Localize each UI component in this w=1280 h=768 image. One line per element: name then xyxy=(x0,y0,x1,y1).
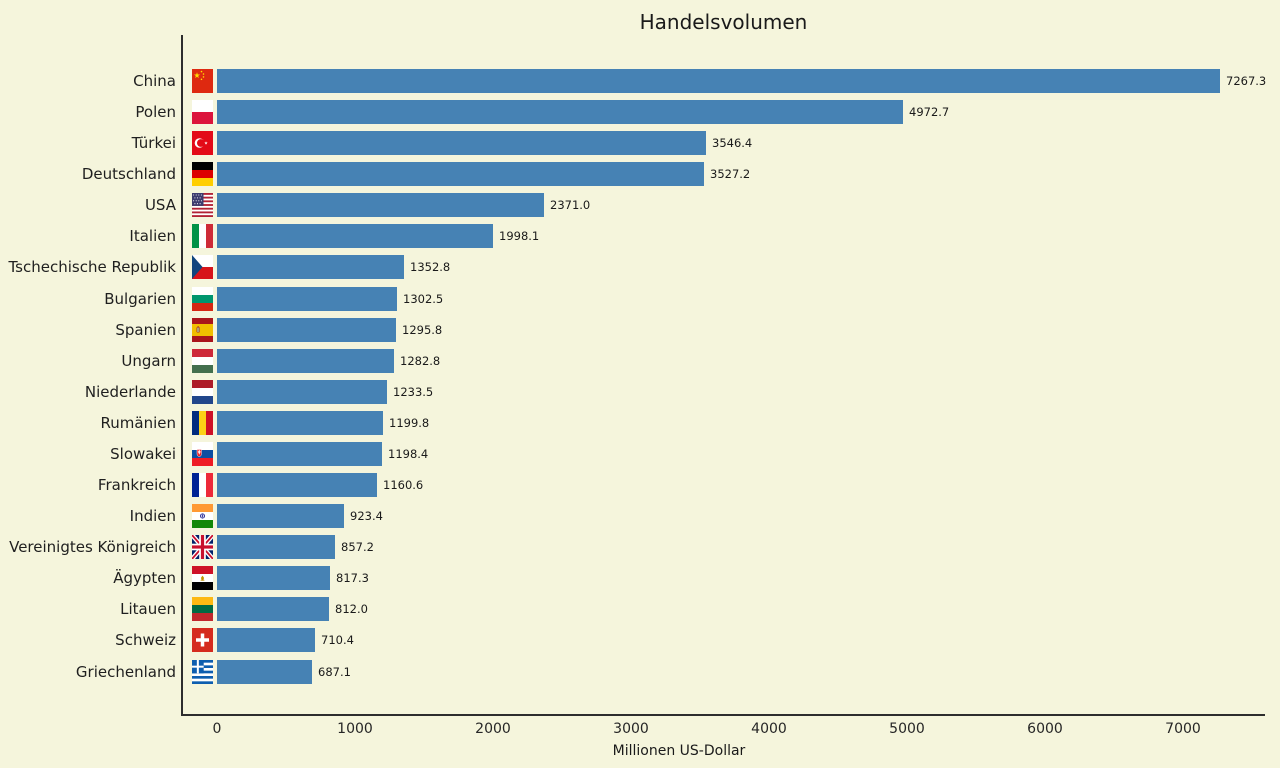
value-label: 1302.5 xyxy=(403,291,444,306)
bar xyxy=(217,255,404,280)
category-label: Schweiz xyxy=(115,631,176,650)
bar xyxy=(217,379,387,404)
category-label: China xyxy=(133,72,176,90)
value-label: 1198.4 xyxy=(388,446,429,461)
bar xyxy=(217,504,344,529)
value-label: 1233.5 xyxy=(393,384,434,399)
y-axis-line xyxy=(181,35,183,716)
chart-title: Handelsvolumen xyxy=(639,10,808,34)
value-label: 1160.6 xyxy=(383,478,424,493)
category-label: Ungarn xyxy=(121,351,176,370)
category-label: Spanien xyxy=(115,320,176,339)
bar xyxy=(217,348,394,373)
x-tick-label: 7000 xyxy=(1165,721,1201,737)
bar xyxy=(217,597,329,622)
value-label: 1295.8 xyxy=(402,322,443,337)
value-label: 923.4 xyxy=(350,509,383,524)
value-label: 1282.8 xyxy=(400,353,441,368)
value-label: 2371.0 xyxy=(550,198,591,213)
category-label: Ägypten xyxy=(113,569,176,588)
category-label: USA xyxy=(144,196,176,215)
bar xyxy=(217,410,383,435)
x-tick-label: 0 xyxy=(212,721,222,737)
value-label: 687.1 xyxy=(318,664,351,679)
bar xyxy=(217,69,1220,93)
x-axis-label: Millionen US-Dollar xyxy=(612,743,746,759)
x-tick-label: 1000 xyxy=(337,721,373,737)
category-label: Deutschland xyxy=(81,165,176,184)
value-label: 710.4 xyxy=(321,633,354,648)
category-label: Niederlande xyxy=(84,382,176,401)
value-label: 1199.8 xyxy=(389,415,430,430)
bar xyxy=(217,628,315,653)
value-label: 857.2 xyxy=(341,540,374,555)
value-label: 3527.2 xyxy=(710,167,751,182)
bar xyxy=(217,473,377,498)
x-tick-label: 2000 xyxy=(475,721,511,737)
category-label: Italien xyxy=(129,227,176,246)
bar xyxy=(217,224,493,249)
category-label: Indien xyxy=(129,507,176,526)
value-label: 1998.1 xyxy=(499,229,540,244)
value-label: 1352.8 xyxy=(410,260,451,275)
x-tick-label: 6000 xyxy=(1027,721,1063,737)
value-label: 3546.4 xyxy=(712,136,753,151)
category-label: Bulgarien xyxy=(104,289,176,308)
x-tick-label: 3000 xyxy=(613,721,649,737)
bar xyxy=(217,286,397,311)
bar xyxy=(217,162,704,187)
category-label: Türkei xyxy=(131,134,176,153)
category-label: Vereinigtes Königreich xyxy=(9,538,176,557)
category-label: Litauen xyxy=(120,600,176,619)
bar xyxy=(217,535,335,560)
category-label: Tschechische Republik xyxy=(8,258,176,277)
bar xyxy=(217,100,903,125)
x-axis-line xyxy=(181,714,1265,716)
bar xyxy=(217,566,330,591)
bar xyxy=(217,193,544,218)
value-label: 812.0 xyxy=(335,602,368,617)
value-label: 4972.7 xyxy=(909,105,950,120)
category-label: Frankreich xyxy=(97,476,176,495)
category-label: Slowakei xyxy=(110,444,176,463)
bar xyxy=(217,659,312,684)
x-tick-label: 4000 xyxy=(751,721,787,737)
value-label: 7267.3 xyxy=(1226,74,1267,88)
bar xyxy=(217,317,396,342)
bar xyxy=(217,441,382,466)
category-label: Rumänien xyxy=(100,413,176,432)
value-label: 817.3 xyxy=(336,571,369,586)
x-tick-label: 5000 xyxy=(889,721,925,737)
bar xyxy=(217,131,706,156)
category-label: Griechenland xyxy=(75,662,176,681)
category-label: Polen xyxy=(135,103,176,122)
